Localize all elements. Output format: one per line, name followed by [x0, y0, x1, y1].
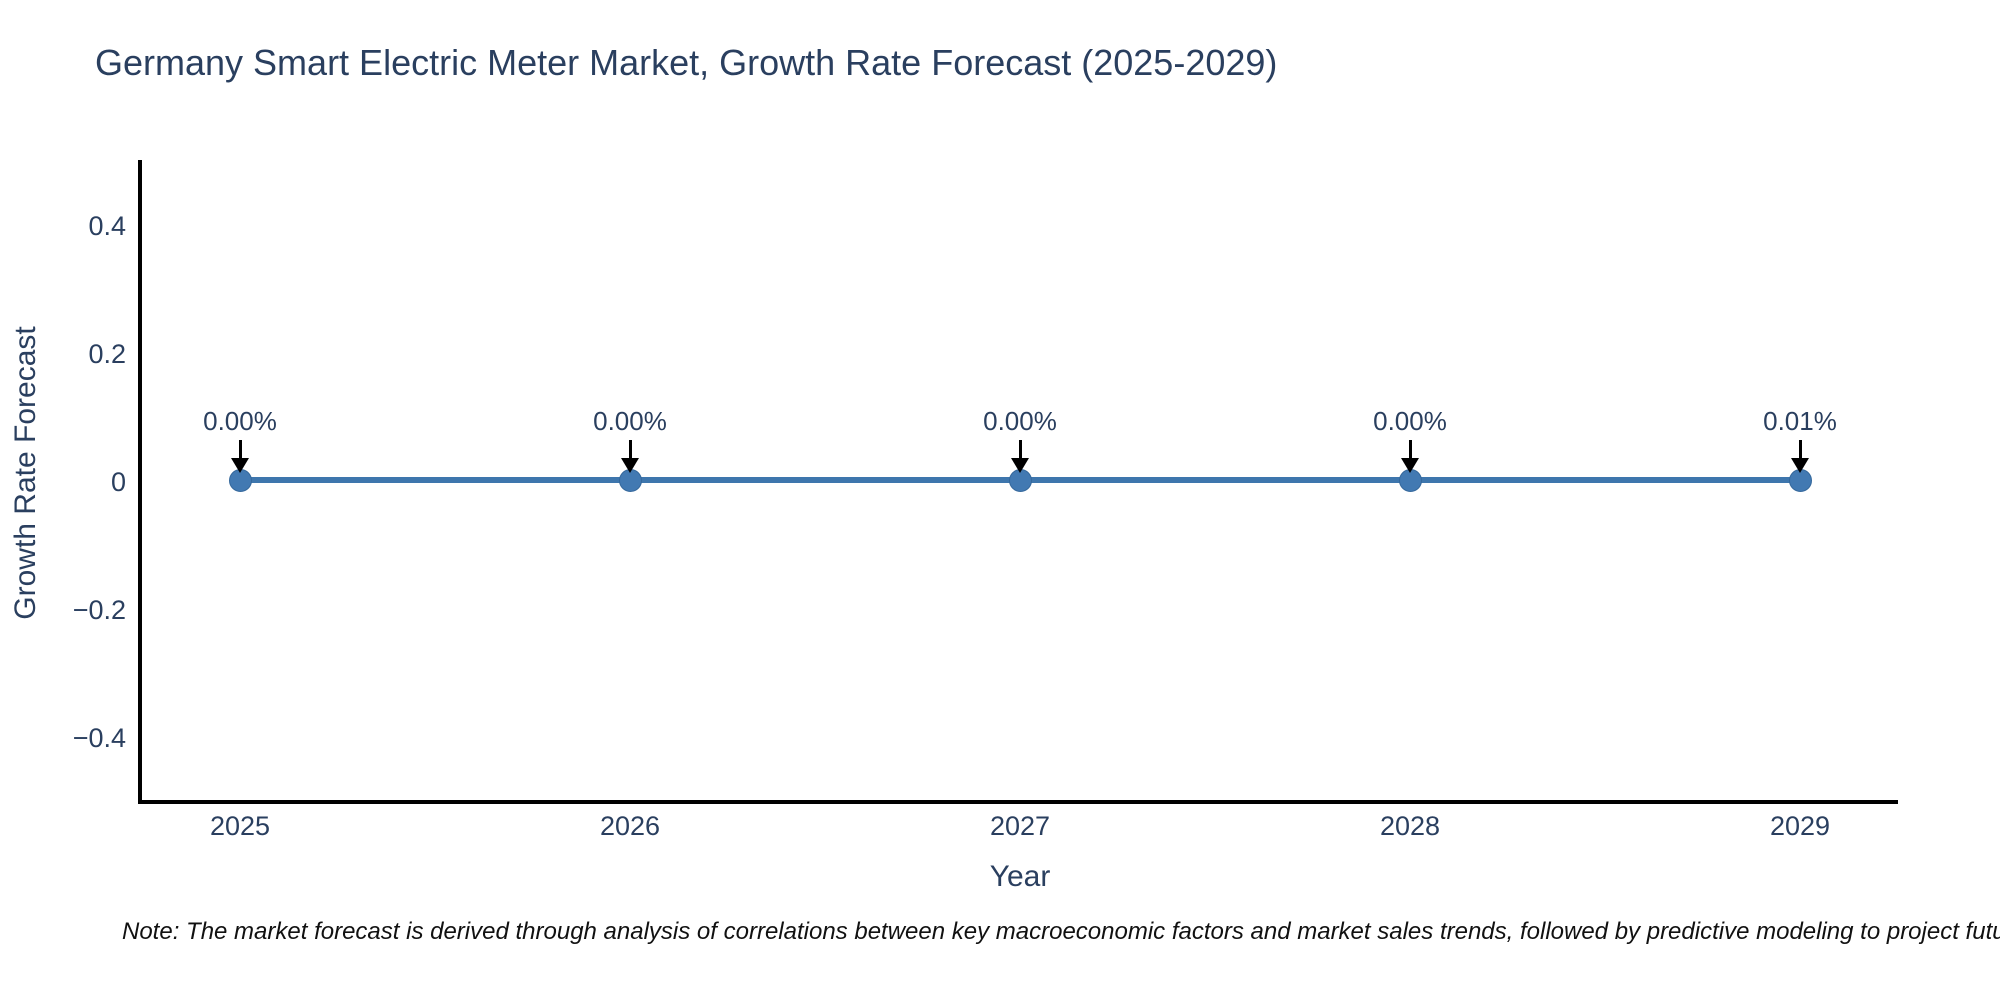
y-tick-label: −0.2: [72, 595, 126, 625]
y-tick-label: 0.4: [88, 211, 126, 241]
x-axis-title: Year: [989, 860, 1051, 893]
point-annotation: 0.00%: [550, 406, 710, 473]
data-label: 0.00%: [203, 406, 277, 436]
y-tick-label: 0: [110, 467, 126, 497]
point-annotation: 0.00%: [160, 406, 320, 473]
data-label: 0.01%: [1763, 406, 1837, 436]
arrow-shaft: [1018, 440, 1022, 458]
point-annotation: 0.00%: [1330, 406, 1490, 473]
x-tick-label: 2026: [599, 811, 661, 841]
arrow-shaft: [238, 440, 242, 458]
y-tick-label: 0.2: [88, 339, 126, 369]
chart-title: Germany Smart Electric Meter Market, Gro…: [95, 42, 1278, 83]
arrow-down-icon: [1401, 458, 1419, 473]
arrow-shaft: [1798, 440, 1802, 458]
x-tick-label: 2029: [1769, 811, 1831, 841]
y-tick-label: −0.4: [72, 723, 126, 753]
footnote: Note: The market forecast is derived thr…: [122, 918, 2000, 945]
data-label: 0.00%: [1373, 406, 1447, 436]
data-label: 0.00%: [593, 406, 667, 436]
arrow-down-icon: [1791, 458, 1809, 473]
y-axis-line: [138, 160, 142, 804]
x-axis-line: [138, 800, 1898, 804]
x-tick-label: 2025: [209, 811, 271, 841]
arrow-down-icon: [621, 458, 639, 473]
x-tick-label: 2028: [1379, 811, 1441, 841]
arrow-shaft: [1408, 440, 1412, 458]
arrow-down-icon: [231, 458, 249, 473]
point-annotation: 0.00%: [940, 406, 1100, 473]
arrow-shaft: [628, 440, 632, 458]
x-tick-label: 2027: [989, 811, 1051, 841]
data-label: 0.00%: [983, 406, 1057, 436]
point-annotation: 0.01%: [1720, 406, 1880, 473]
arrow-down-icon: [1011, 458, 1029, 473]
